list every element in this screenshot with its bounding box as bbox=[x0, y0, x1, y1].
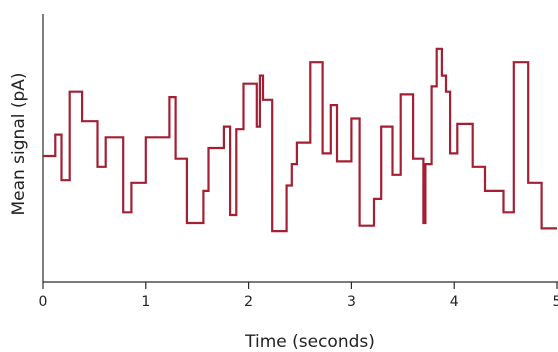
x-tick-label: 5 bbox=[553, 294, 558, 310]
series-line-0 bbox=[43, 47, 557, 233]
x-axis-label: Time (seconds) bbox=[244, 332, 375, 352]
axes bbox=[42, 14, 558, 283]
x-tick-label: 0 bbox=[39, 294, 48, 310]
y-axis-label: Mean signal (pA) bbox=[9, 72, 29, 215]
x-axis-ticks: 0 1 2 3 4 5 bbox=[39, 282, 558, 310]
series-layer bbox=[43, 47, 557, 233]
x-tick-label: 1 bbox=[141, 294, 150, 310]
x-tick-label: 2 bbox=[244, 294, 253, 310]
x-tick-label: 4 bbox=[450, 294, 459, 310]
x-tick-label: 3 bbox=[347, 294, 356, 310]
